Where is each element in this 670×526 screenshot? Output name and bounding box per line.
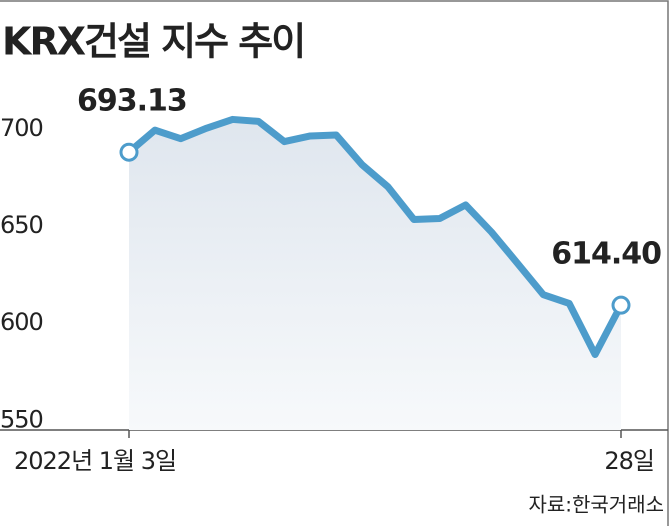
value-label: 614.40 (551, 237, 661, 272)
x-tick-label: 2022년 1월 3일 (14, 447, 176, 475)
y-tick-label: 650 (0, 211, 43, 239)
end-point (119, 142, 139, 162)
area (129, 119, 621, 430)
y-tick-label: 550 (0, 405, 43, 433)
line (126, 115, 625, 359)
y-tick-label: 600 (0, 308, 43, 336)
y-tick-label: 700 (0, 114, 43, 142)
x-tick-label: 28일 (604, 447, 654, 475)
value-label: 693.13 (77, 84, 187, 119)
end-point (611, 295, 631, 315)
source: 자료:한국거래소 (528, 493, 664, 517)
chart-title: KRX건설 지수 추이 (2, 20, 304, 64)
